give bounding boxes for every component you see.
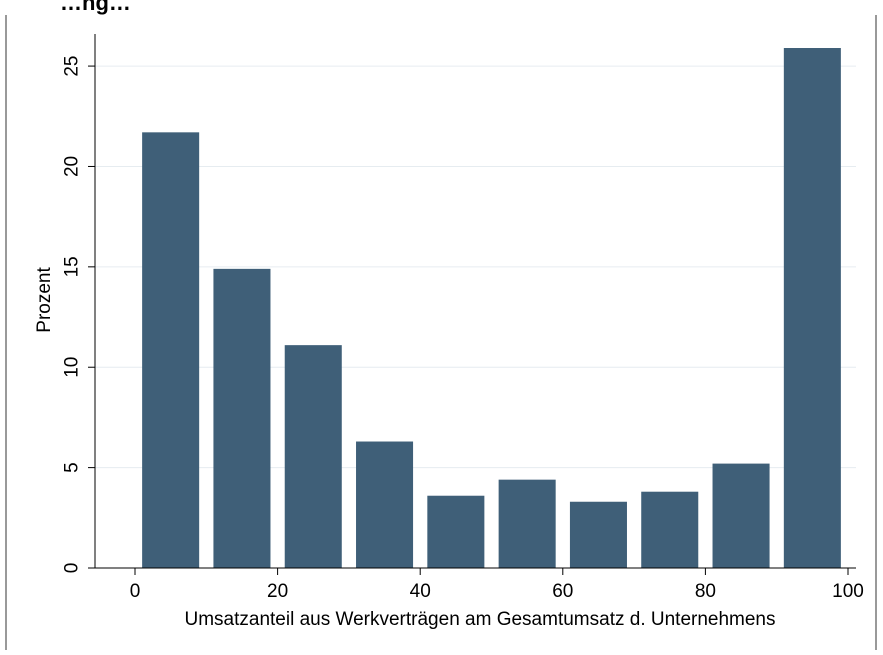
bars (142, 48, 841, 569)
x-tick-label-80: 80 (695, 581, 716, 602)
bar-10 (783, 48, 841, 568)
y-tick-label-10: 10 (62, 357, 83, 378)
y-tick-label-0: 0 (62, 563, 83, 574)
bar-7 (569, 501, 627, 568)
x-tick-label-60: 60 (552, 581, 573, 602)
x-tick-label-40: 40 (410, 581, 431, 602)
y-tick-label-25: 25 (62, 56, 83, 77)
bar-1 (142, 132, 200, 569)
y-tick-label-5: 5 (62, 462, 83, 473)
bar-3 (284, 345, 342, 568)
bar-4 (356, 441, 414, 568)
x-tick-label-0: 0 (130, 581, 141, 602)
bar-2 (213, 268, 271, 568)
axes: 0 5 10 15 20 25 0 20 40 60 80 100 (62, 34, 864, 602)
y-axis-label: Prozent (34, 267, 55, 333)
bar-6 (498, 479, 556, 568)
x-tick-label-20: 20 (267, 581, 288, 602)
bar-9 (712, 463, 770, 568)
bar-8 (641, 491, 699, 568)
y-tick-label-20: 20 (62, 156, 83, 177)
x-axis-label: Umsatzanteil aus Werkverträgen am Gesamt… (185, 609, 776, 630)
y-tick-label-15: 15 (62, 256, 83, 277)
bar-5 (427, 495, 485, 568)
chart-title: …ng… (60, 0, 131, 15)
x-tick-label-100: 100 (832, 581, 864, 602)
